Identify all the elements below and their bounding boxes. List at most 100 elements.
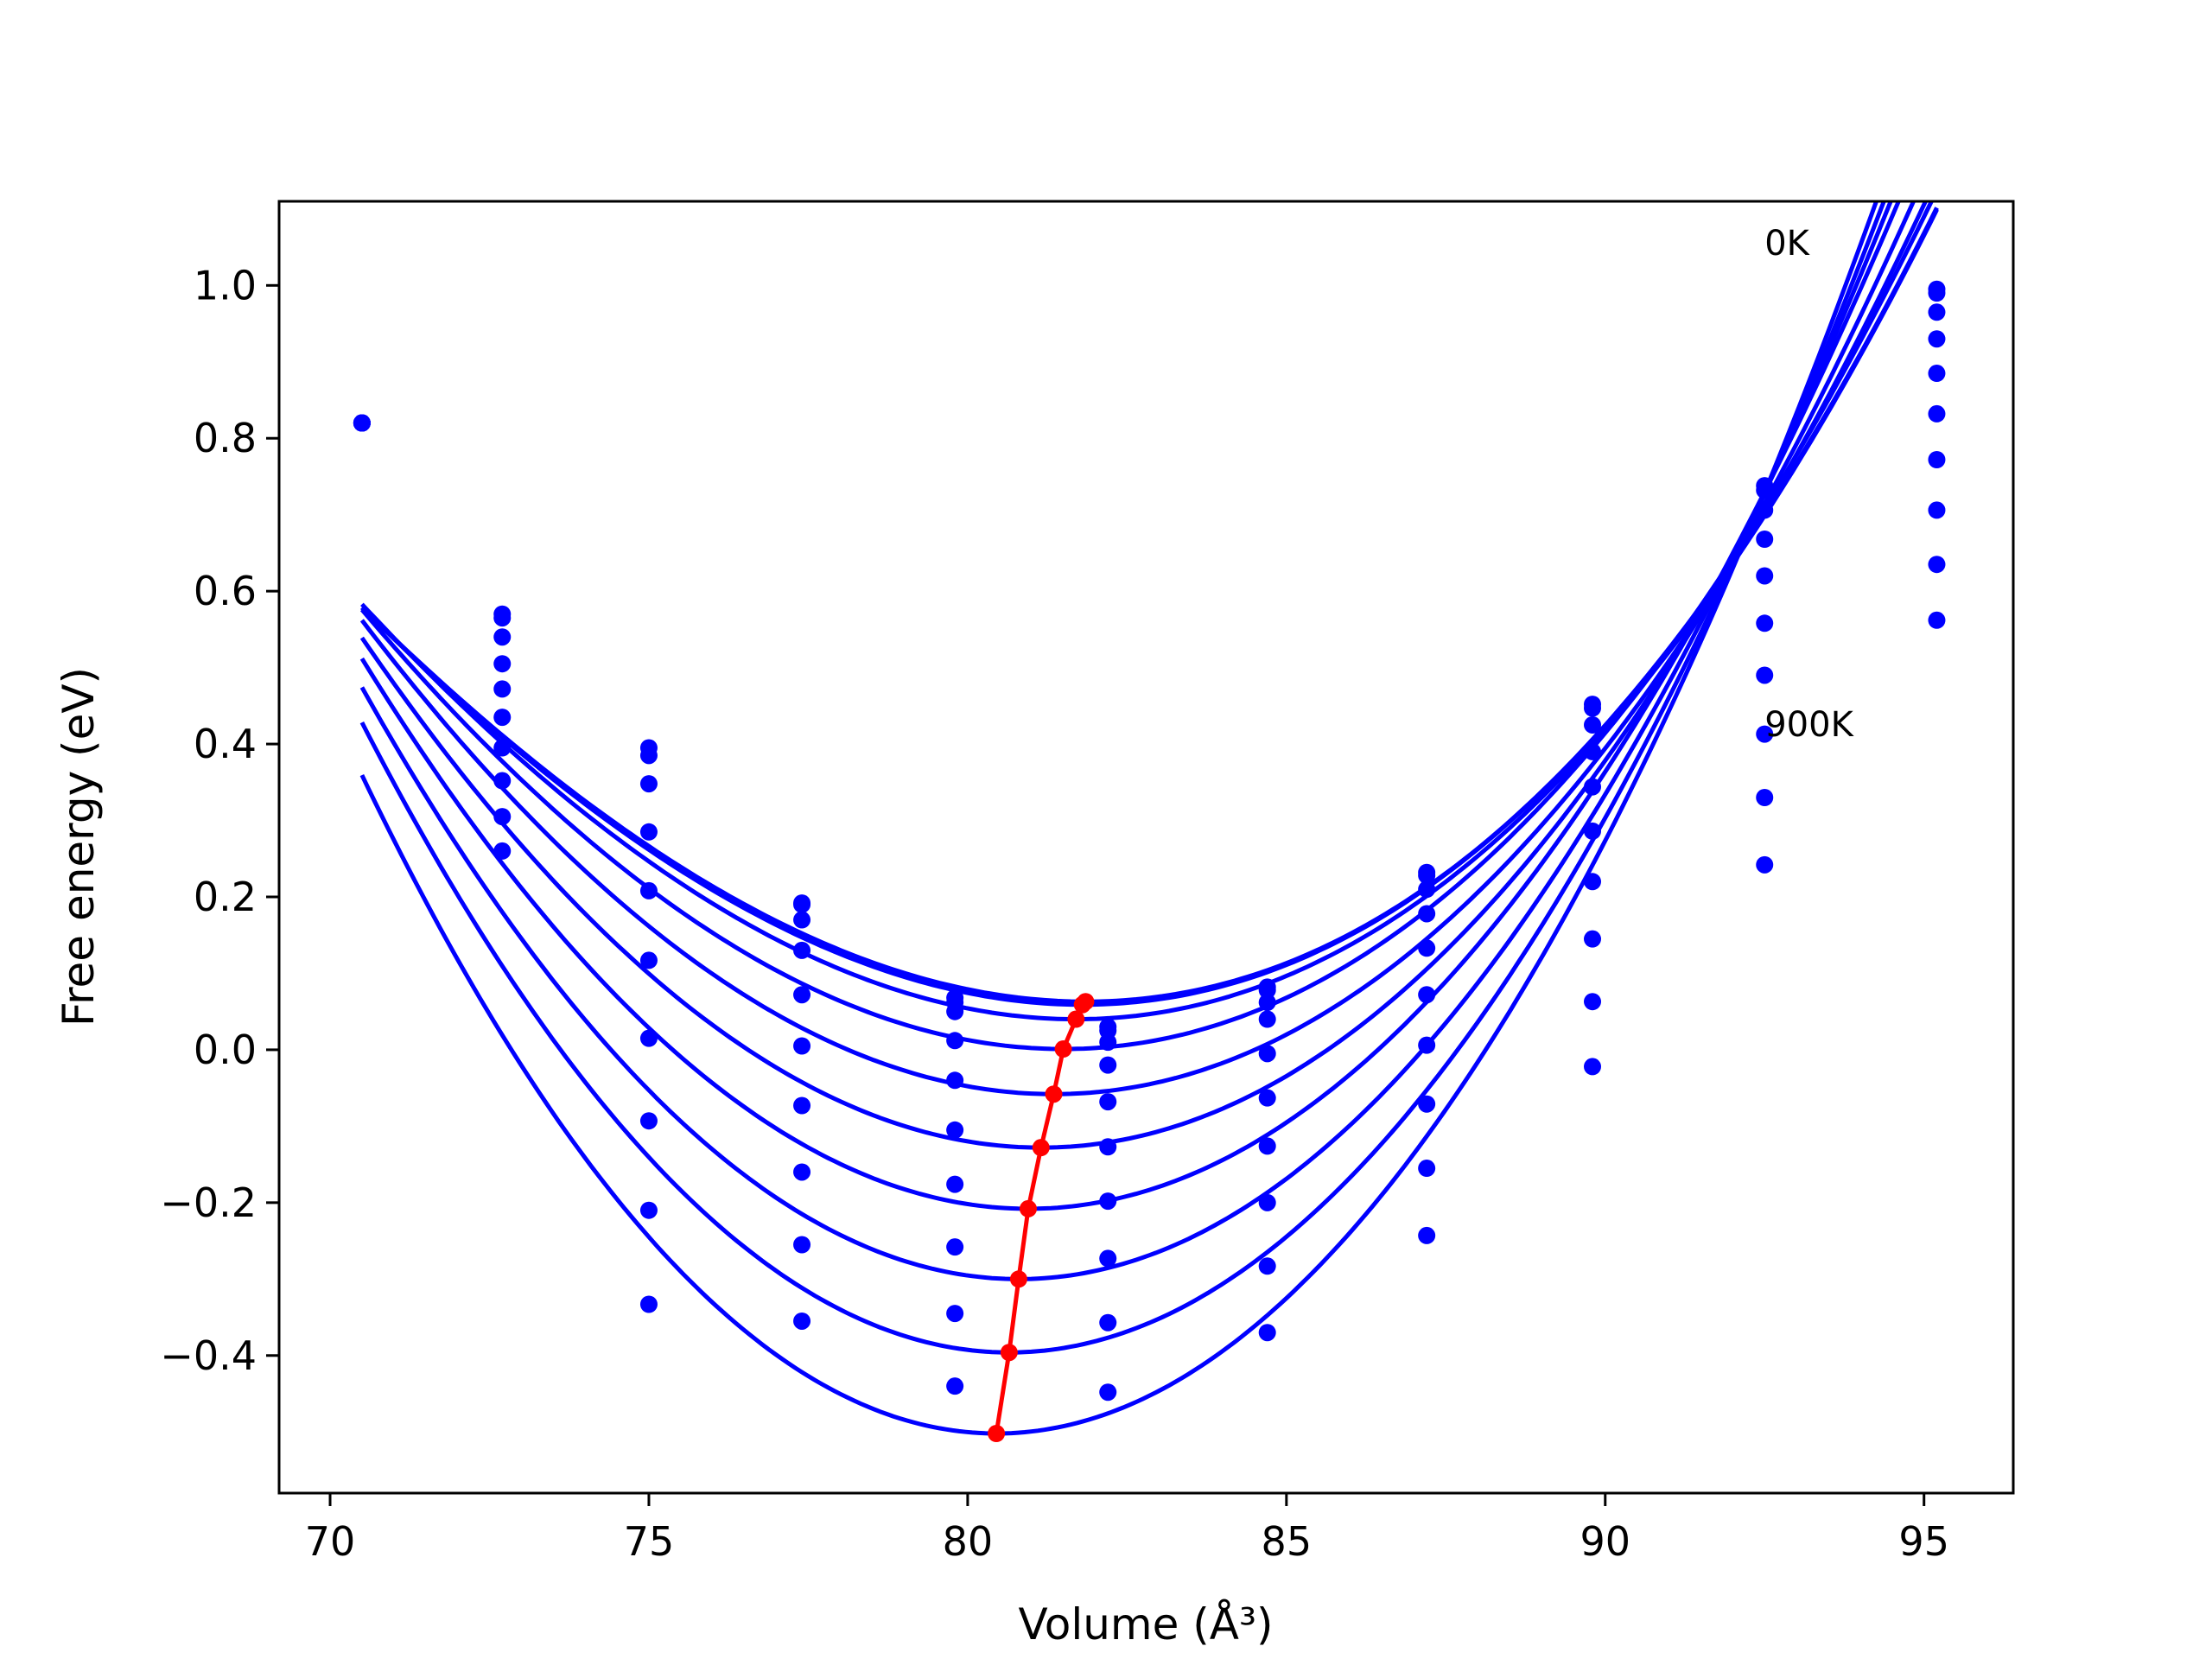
data-point	[493, 680, 512, 698]
minimum-point	[1054, 1040, 1072, 1058]
data-point	[1756, 666, 1774, 684]
y-tick-label: 0.4	[194, 721, 257, 767]
data-point	[639, 1201, 658, 1219]
minimum-point	[1045, 1085, 1063, 1103]
data-point	[1099, 1033, 1117, 1052]
data-point	[946, 1175, 964, 1193]
x-tick-label: 85	[1262, 1518, 1313, 1565]
data-point	[1258, 981, 1276, 999]
data-point	[1584, 822, 1602, 840]
x-axis-label: Volume (Å³)	[1018, 1599, 1273, 1649]
data-point	[793, 941, 811, 959]
data-point	[639, 747, 658, 765]
data-point	[1258, 1193, 1276, 1211]
data-point	[1258, 994, 1276, 1012]
data-point	[1418, 1226, 1436, 1244]
data-point	[639, 823, 658, 841]
data-point	[1099, 1192, 1117, 1211]
minimum-point	[1067, 1010, 1085, 1028]
data-point	[1418, 905, 1436, 923]
data-point	[1928, 611, 1946, 629]
data-point	[1418, 939, 1436, 957]
data-point	[493, 772, 512, 790]
data-point	[1258, 1010, 1276, 1028]
data-point	[493, 808, 512, 826]
minimum-path	[988, 993, 1095, 1442]
data-point	[493, 655, 512, 673]
data-point	[1928, 556, 1946, 574]
x-tick-label: 70	[305, 1518, 356, 1565]
data-point	[1418, 880, 1436, 899]
data-point	[946, 1121, 964, 1139]
data-point	[493, 739, 512, 757]
data-point	[946, 1032, 964, 1050]
data-point	[1418, 986, 1436, 1004]
data-point	[1099, 1138, 1117, 1156]
fit-curve	[359, 201, 1929, 1096]
data-point	[1584, 742, 1602, 760]
x-tick-label: 90	[1580, 1518, 1630, 1565]
data-point	[1584, 930, 1602, 948]
data-point	[1584, 993, 1602, 1011]
data-point	[793, 1096, 811, 1115]
data-point	[1584, 778, 1602, 796]
fit-curve	[359, 201, 1886, 1355]
data-point	[639, 881, 658, 899]
data-point	[1584, 1058, 1602, 1076]
minimum-point	[988, 1425, 1006, 1442]
annotation-label: 0K	[1764, 224, 1810, 264]
minimum-point	[1000, 1344, 1018, 1362]
y-tick-label: 1.0	[194, 262, 257, 308]
data-point	[1928, 501, 1946, 519]
data-point	[1099, 1313, 1117, 1332]
data-point	[793, 986, 811, 1004]
y-tick-label: −0.2	[160, 1179, 257, 1226]
data-point	[1928, 451, 1946, 468]
minimum-point	[1019, 1199, 1037, 1217]
data-point	[639, 1029, 658, 1047]
data-point	[353, 414, 371, 432]
x-tick-label: 95	[1898, 1518, 1949, 1565]
data-point	[946, 1002, 964, 1020]
data-point	[1584, 699, 1602, 717]
data-point	[1099, 1093, 1117, 1111]
y-tick-label: −0.4	[160, 1332, 257, 1379]
data-point	[639, 1112, 658, 1130]
data-point	[1258, 1137, 1276, 1155]
data-point	[1418, 1160, 1436, 1178]
data-point	[1258, 1324, 1276, 1342]
data-point	[493, 628, 512, 646]
data-point	[1756, 855, 1774, 874]
fit-curve	[359, 201, 1935, 1052]
y-tick-label: 0.0	[194, 1027, 257, 1073]
tick-layer: 70 75 80 85 90 95 −0.4 −0.2 0.0 0.2 0.4 0.6 0.8 1.0	[160, 262, 1949, 1565]
data-point	[1928, 404, 1946, 423]
y-tick-label: 0.6	[194, 568, 257, 614]
data-point	[1258, 1089, 1276, 1107]
data-point	[1418, 1095, 1436, 1113]
data-point	[1928, 365, 1946, 383]
data-point	[1928, 330, 1946, 348]
minimum-point	[1073, 995, 1091, 1014]
data-point	[946, 1377, 964, 1395]
fit-curve	[359, 201, 1893, 1281]
data-point	[1099, 1383, 1117, 1402]
data-point	[793, 1312, 811, 1330]
fit-curve	[359, 201, 1879, 1436]
data-point	[1418, 1036, 1436, 1054]
data-point	[793, 1163, 811, 1181]
data-point	[1756, 501, 1774, 519]
data-point	[1756, 725, 1774, 743]
data-point	[946, 1071, 964, 1090]
data-point	[1756, 567, 1774, 585]
fit-curve	[359, 201, 1901, 1211]
data-point	[639, 1295, 658, 1313]
fit-curves	[359, 201, 1939, 1436]
plot-frame	[277, 200, 2015, 1495]
data-point	[1584, 715, 1602, 734]
data-point	[1756, 789, 1774, 806]
data-point	[1099, 1249, 1117, 1268]
data-point	[639, 775, 658, 793]
